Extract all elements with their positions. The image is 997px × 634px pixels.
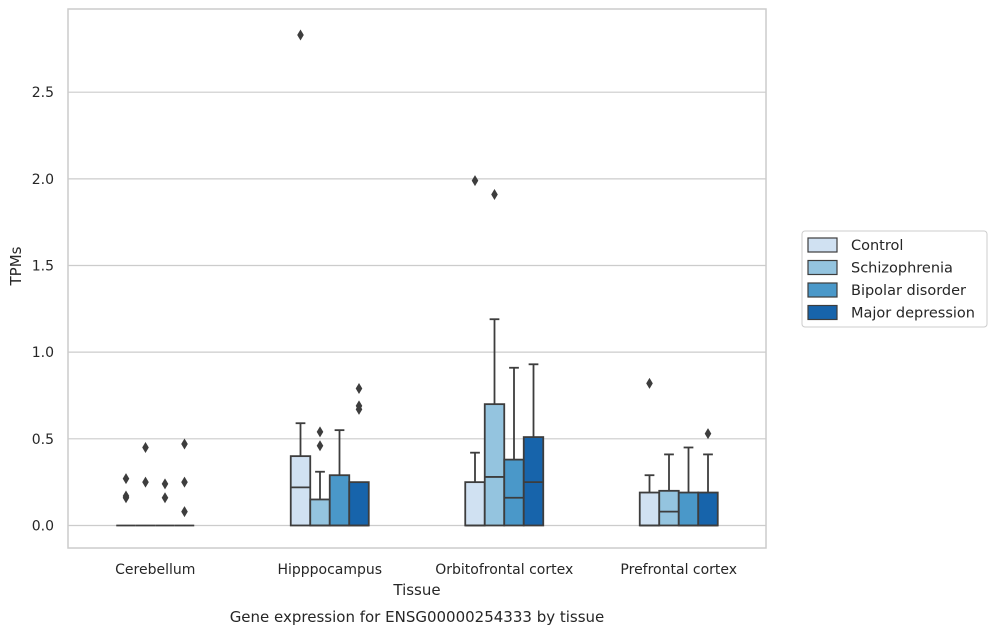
chart-caption: Gene expression for ENSG00000254333 by t… (230, 608, 605, 626)
y-tick-label: 0.5 (32, 432, 54, 448)
outlier-point (122, 490, 130, 502)
box-group (289, 422, 312, 527)
plot-area (68, 9, 766, 548)
outlier-point (316, 440, 324, 452)
y-tick-label: 2.0 (32, 172, 54, 188)
legend-swatch (807, 259, 838, 276)
outlier-point (181, 438, 188, 450)
outlier-point (181, 476, 188, 488)
box (638, 491, 661, 527)
outlier-point (704, 428, 712, 440)
outlier-point (142, 441, 149, 453)
fliers (122, 29, 712, 518)
outlier-point (161, 492, 169, 504)
y-axis-label: TPMs (7, 246, 25, 286)
plot-frame (67, 8, 767, 549)
legend-swatch (807, 237, 838, 253)
legend-swatch (807, 282, 838, 298)
box-group (464, 451, 486, 527)
x-tick-labels: Cerebellum Hipppocampus Orbitofrontal cort… (115, 562, 737, 578)
box-group (522, 363, 545, 527)
outlier-point (491, 188, 498, 200)
y-tick-label: 2.5 (32, 85, 54, 101)
legend-swatch (807, 304, 838, 321)
box (677, 491, 700, 527)
box (464, 481, 486, 527)
x-tick-label: Hipppocampus (277, 562, 382, 578)
box-group (483, 318, 506, 527)
legend: Control Schizophrenia Bipolar disorder Majo… (801, 230, 988, 328)
box (328, 474, 351, 527)
y-tick-labels: 0.0 0.5 1.0 1.5 2.0 2.5 (32, 85, 54, 534)
box (483, 403, 506, 527)
outlier-point (297, 29, 304, 41)
boxes (116, 318, 719, 527)
y-tick-label: 0.0 (32, 518, 54, 534)
box (289, 455, 312, 527)
outlier-point (646, 377, 653, 389)
box-group (309, 470, 331, 527)
x-tick-label: Prefrontal cortex (620, 562, 737, 578)
box (309, 498, 331, 527)
box (348, 481, 370, 527)
legend-label: Control (851, 238, 903, 254)
box-group (348, 481, 370, 527)
box-group (658, 453, 680, 527)
x-axis-label: Tissue (392, 581, 440, 599)
box (503, 458, 525, 527)
y-tick-label: 1.5 (32, 259, 54, 275)
box (697, 491, 719, 527)
legend-label: Bipolar disorder (851, 283, 966, 299)
outlier-point (142, 476, 149, 488)
outlier-point (355, 383, 363, 395)
outlier-point (122, 473, 130, 485)
outlier-point (161, 478, 169, 490)
box-group (677, 446, 700, 527)
outlier-point (316, 426, 324, 438)
legend-label: Major depression (851, 306, 975, 322)
y-tick-label: 1.0 (32, 345, 54, 361)
x-tick-label: Cerebellum (115, 562, 195, 578)
outlier-point (471, 175, 479, 187)
box-group (697, 453, 719, 527)
x-tick-label: Orbitofrontal cortex (435, 562, 573, 578)
box (658, 489, 680, 527)
outlier-point (355, 400, 363, 412)
legend-frame (801, 230, 988, 328)
legend-label: Schizophrenia (851, 261, 953, 277)
outlier-point (181, 506, 188, 518)
